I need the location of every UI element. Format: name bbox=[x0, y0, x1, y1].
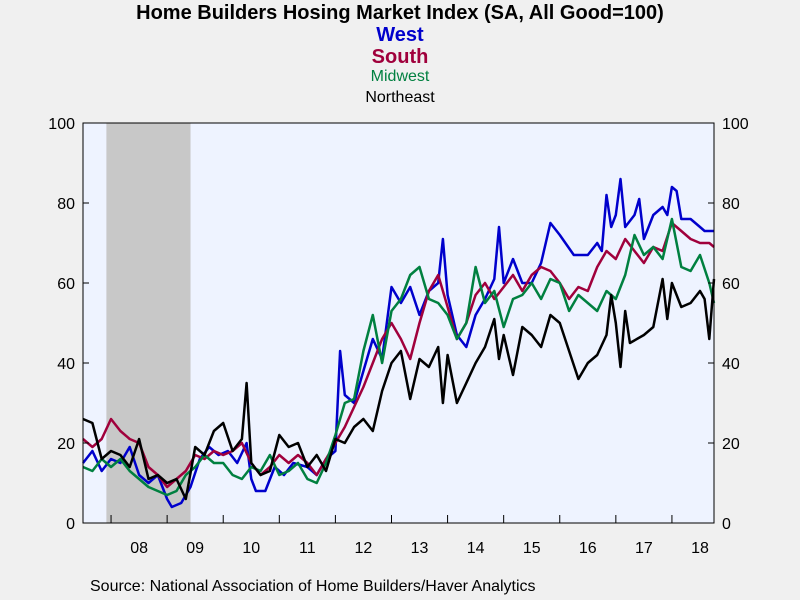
chart-title: Home Builders Hosing Market Index (SA, A… bbox=[136, 2, 664, 24]
legend-south: South bbox=[371, 46, 429, 68]
series-line-northeast bbox=[82, 277, 716, 501]
y-tick-label-right: 60 bbox=[722, 276, 740, 293]
series-line-midwest bbox=[82, 217, 716, 497]
x-tick-label: 09 bbox=[186, 540, 204, 557]
x-tick-label: 12 bbox=[355, 540, 373, 557]
x-tick-label: 13 bbox=[411, 540, 429, 557]
x-tick-label: 15 bbox=[523, 540, 541, 557]
y-tick-label-right: 40 bbox=[722, 356, 740, 373]
legend-west: West bbox=[376, 24, 424, 46]
y-tick-label-left: 80 bbox=[57, 196, 75, 213]
series-line-south bbox=[82, 221, 715, 489]
x-tick-label: 17 bbox=[635, 540, 653, 557]
legend-northeast: Northeast bbox=[365, 89, 435, 106]
y-tick-label-left: 20 bbox=[57, 436, 75, 453]
y-tick-label-right: 80 bbox=[722, 196, 740, 213]
x-tick-label: 18 bbox=[691, 540, 709, 557]
y-tick-label-left: 60 bbox=[57, 276, 75, 293]
x-tick-label: 11 bbox=[299, 540, 316, 557]
x-tick-label: 08 bbox=[130, 540, 148, 557]
x-tick-label: 16 bbox=[579, 540, 597, 557]
source-note: Source: National Association of Home Bui… bbox=[90, 578, 536, 595]
y-tick-label-left: 0 bbox=[66, 516, 75, 533]
y-tick-label-right: 0 bbox=[722, 516, 731, 533]
y-tick-label-right: 100 bbox=[722, 116, 749, 133]
x-tick-label: 10 bbox=[242, 540, 260, 557]
y-tick-label-right: 20 bbox=[722, 436, 740, 453]
legend-midwest: Midwest bbox=[370, 68, 430, 85]
plot-frame bbox=[82, 122, 715, 524]
x-tick-label: 14 bbox=[467, 540, 485, 557]
y-tick-label-left: 100 bbox=[48, 116, 75, 133]
y-tick-label-left: 40 bbox=[57, 356, 75, 373]
